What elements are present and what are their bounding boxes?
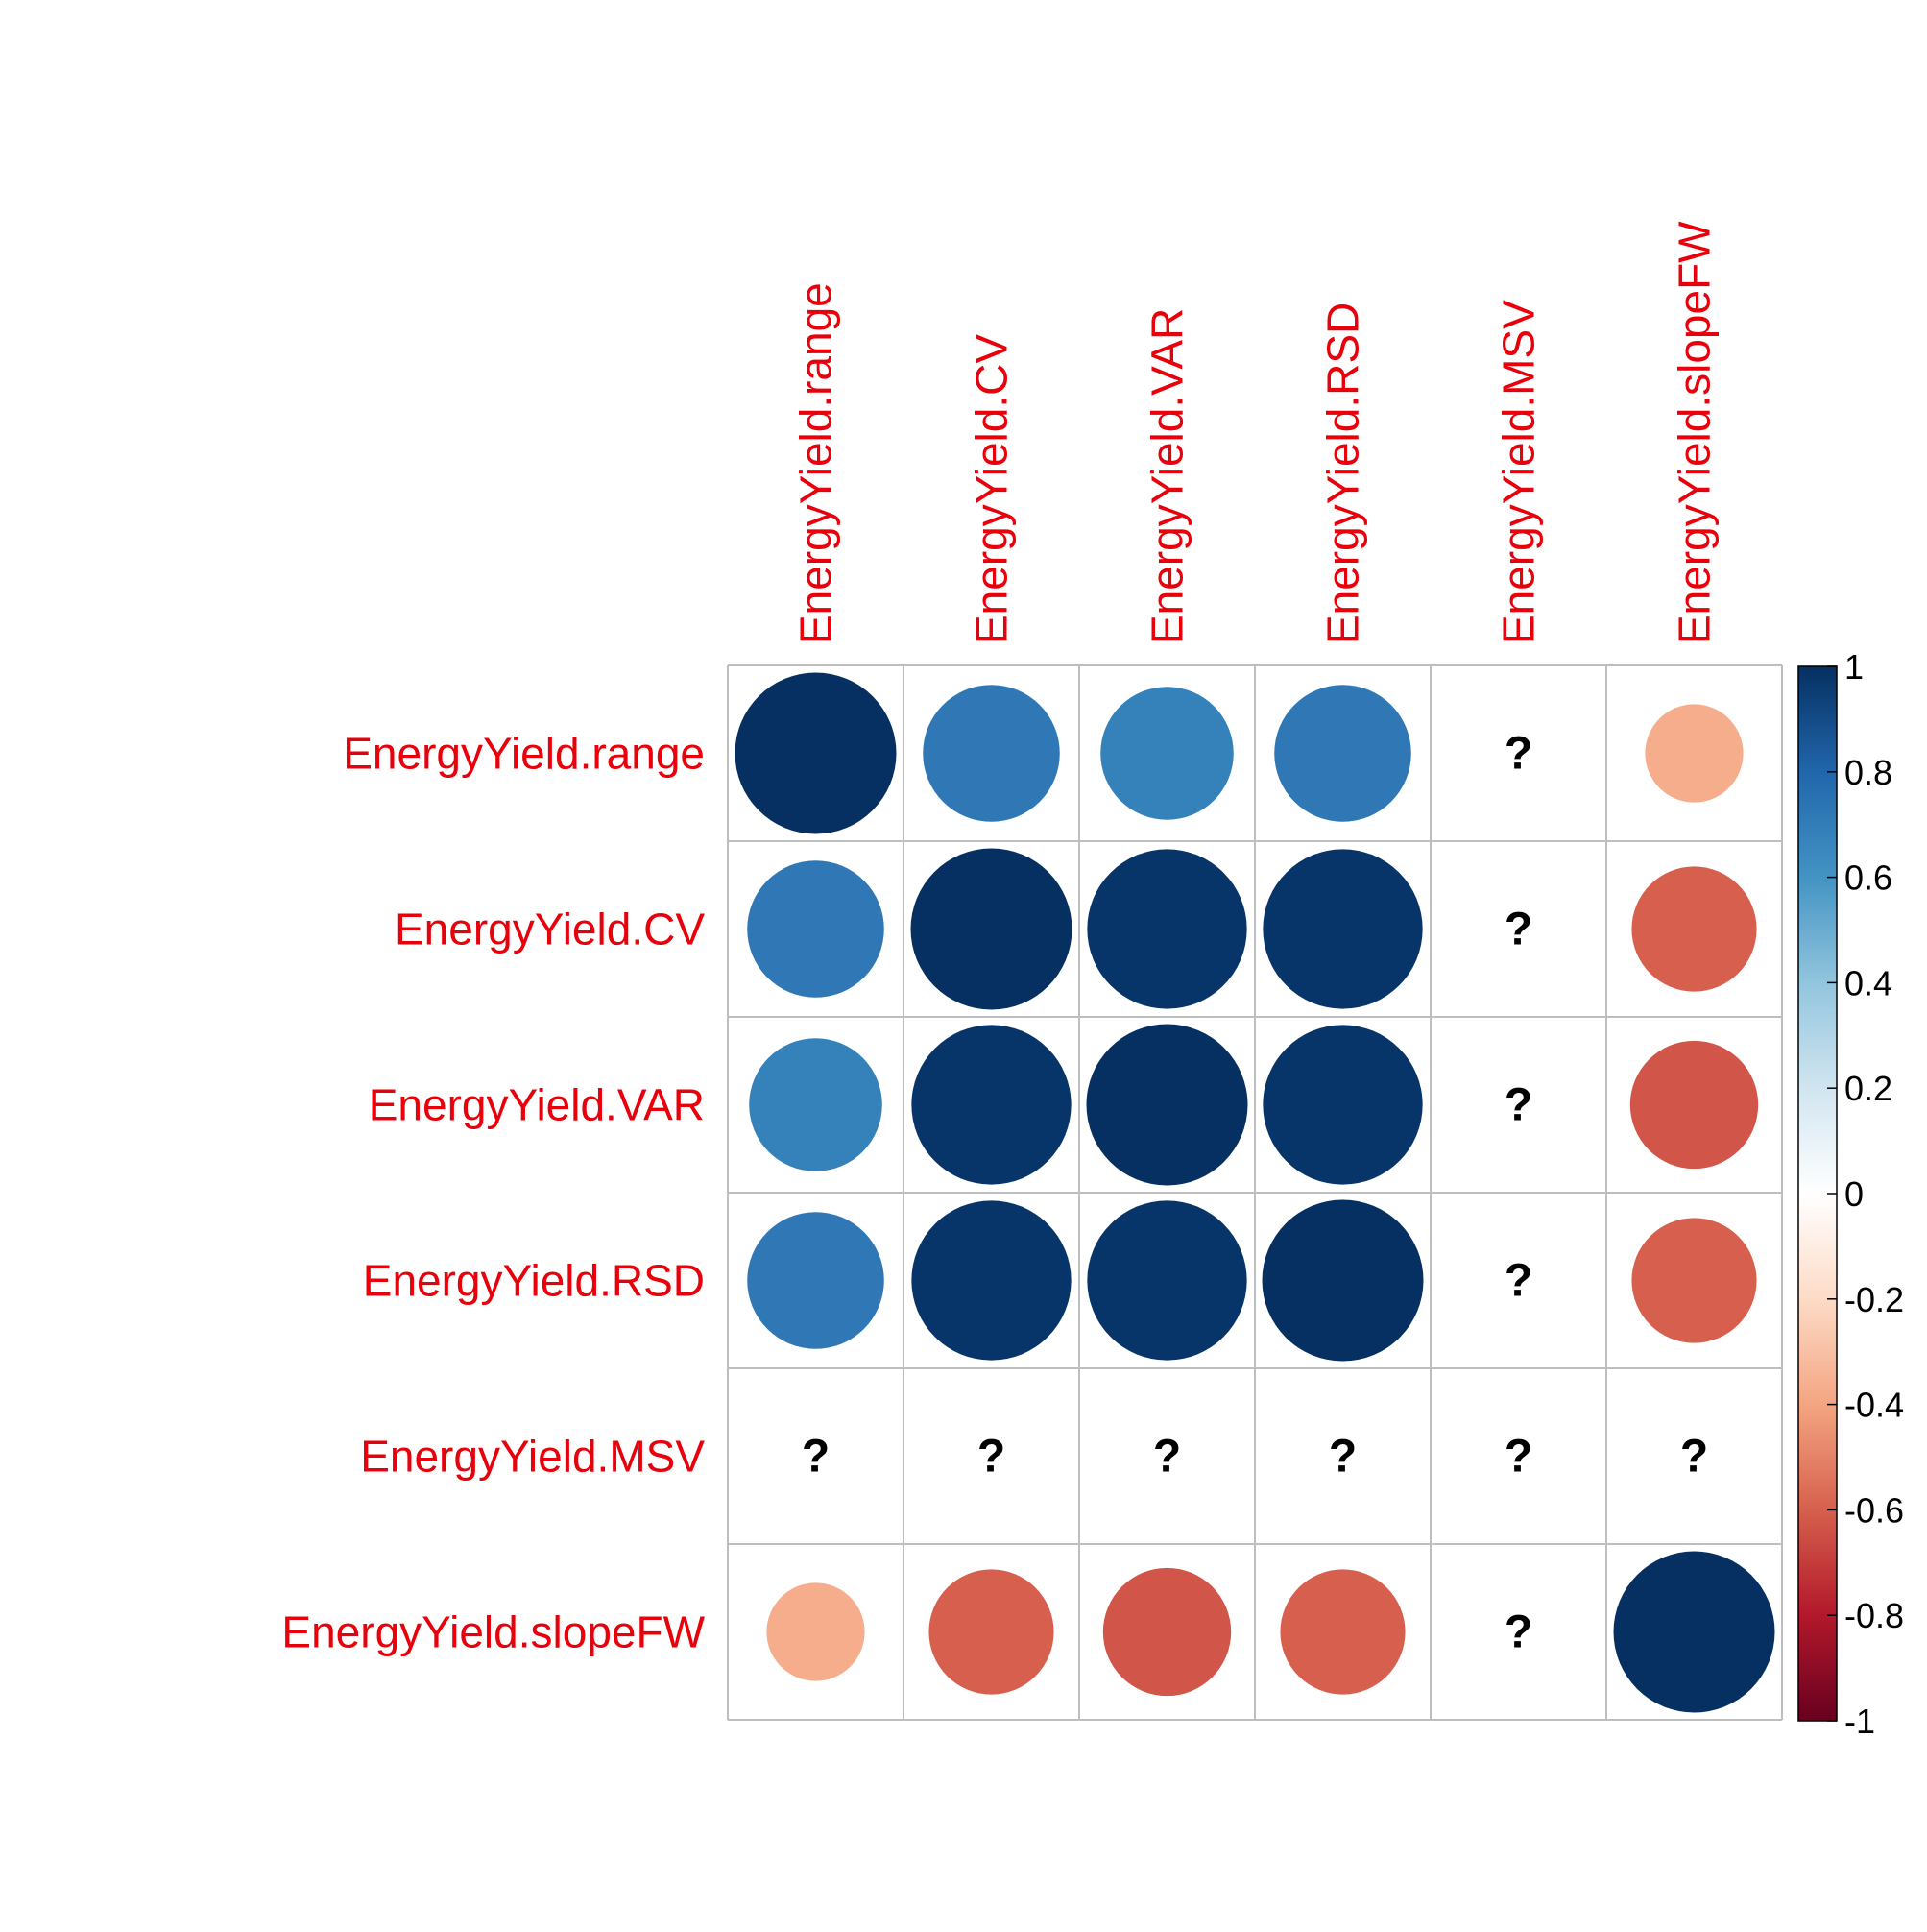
grid-lines (727, 664, 1783, 1721)
correlation-circle (747, 1212, 884, 1349)
colorbar-tick-label: -0.8 (1844, 1596, 1904, 1635)
column-label: EnergyYield.range (791, 282, 841, 644)
correlation-circle (923, 685, 1060, 822)
colorbar-tick-label: -0.6 (1844, 1490, 1904, 1530)
colorbar-tick-label: 0.4 (1844, 963, 1892, 1002)
colorbar-tick-label: -1 (1844, 1702, 1875, 1741)
column-label: EnergyYield.MSV (1494, 300, 1544, 644)
correlation-circle (911, 1025, 1072, 1185)
na-marker: ? (802, 1432, 830, 1483)
correlation-circle (1263, 849, 1423, 1009)
correlation-circle (1100, 687, 1234, 820)
colorbar-tick-label: -0.4 (1844, 1386, 1904, 1425)
correlation-circle (749, 1038, 882, 1171)
na-marker: ? (1505, 905, 1532, 955)
column-label: EnergyYield.CV (967, 334, 1017, 644)
correlation-circle (928, 1569, 1054, 1695)
colorbar-legend: 1 0.8 0.6 0.4 0.2 0 -0.2 -0.4 -0.6 -0.8 -1 (1797, 647, 1904, 1741)
colorbar-tick-label: 0.8 (1844, 753, 1892, 792)
na-marker: ? (1153, 1432, 1181, 1483)
correlation-circle (747, 860, 884, 998)
correlation-circle (1274, 685, 1411, 822)
correlation-circle (1280, 1569, 1406, 1695)
row-label: EnergyYield.slopeFW (281, 1607, 705, 1657)
correlation-circle (1613, 1551, 1775, 1713)
correlation-circle (1631, 1218, 1757, 1343)
na-marker: ? (977, 1432, 1005, 1483)
correlation-circle (1087, 849, 1247, 1009)
colorbar-tick-label: 0 (1844, 1174, 1864, 1214)
na-marker: ? (1505, 1080, 1532, 1131)
colorbar-tick-label: 0.2 (1844, 1069, 1892, 1108)
row-label: EnergyYield.MSV (360, 1432, 705, 1482)
column-label: EnergyYield.VAR (1143, 308, 1192, 644)
correlation-circle (1102, 1567, 1232, 1697)
colorbar-tick-label: 1 (1844, 647, 1864, 687)
correlation-circle (1631, 866, 1757, 992)
correlation-circle (1645, 704, 1744, 803)
cell-glyphs: ??????????? (735, 672, 1775, 1713)
row-labels: EnergyYield.range EnergyYield.CV EnergyYie… (281, 729, 705, 1657)
colorbar-tick-label: 0.6 (1844, 858, 1892, 898)
correlation-circle (1263, 1025, 1423, 1185)
correlation-circle (1087, 1200, 1247, 1361)
column-labels: EnergyYield.range EnergyYield.CV EnergyYie… (791, 221, 1720, 644)
na-marker: ? (1505, 729, 1532, 780)
correlation-circle (766, 1582, 865, 1681)
correlation-circle (735, 672, 897, 834)
na-marker: ? (1680, 1432, 1708, 1483)
correlation-circle (1262, 1199, 1424, 1362)
row-label: EnergyYield.VAR (369, 1080, 705, 1130)
na-marker: ? (1505, 1432, 1532, 1483)
correlation-circle (910, 848, 1072, 1010)
row-label: EnergyYield.RSD (363, 1256, 705, 1306)
column-label: EnergyYield.RSD (1318, 302, 1368, 644)
correlation-circle (1629, 1040, 1759, 1170)
colorbar-tick-label: -0.2 (1844, 1280, 1904, 1319)
na-marker: ? (1505, 1607, 1532, 1658)
correlation-circle (1086, 1024, 1248, 1186)
row-label: EnergyYield.CV (395, 905, 705, 954)
row-label: EnergyYield.range (343, 729, 705, 779)
na-marker: ? (1505, 1256, 1532, 1307)
na-marker: ? (1329, 1432, 1357, 1483)
column-label: EnergyYield.slopeFW (1670, 221, 1720, 644)
correlation-circle (911, 1200, 1072, 1361)
